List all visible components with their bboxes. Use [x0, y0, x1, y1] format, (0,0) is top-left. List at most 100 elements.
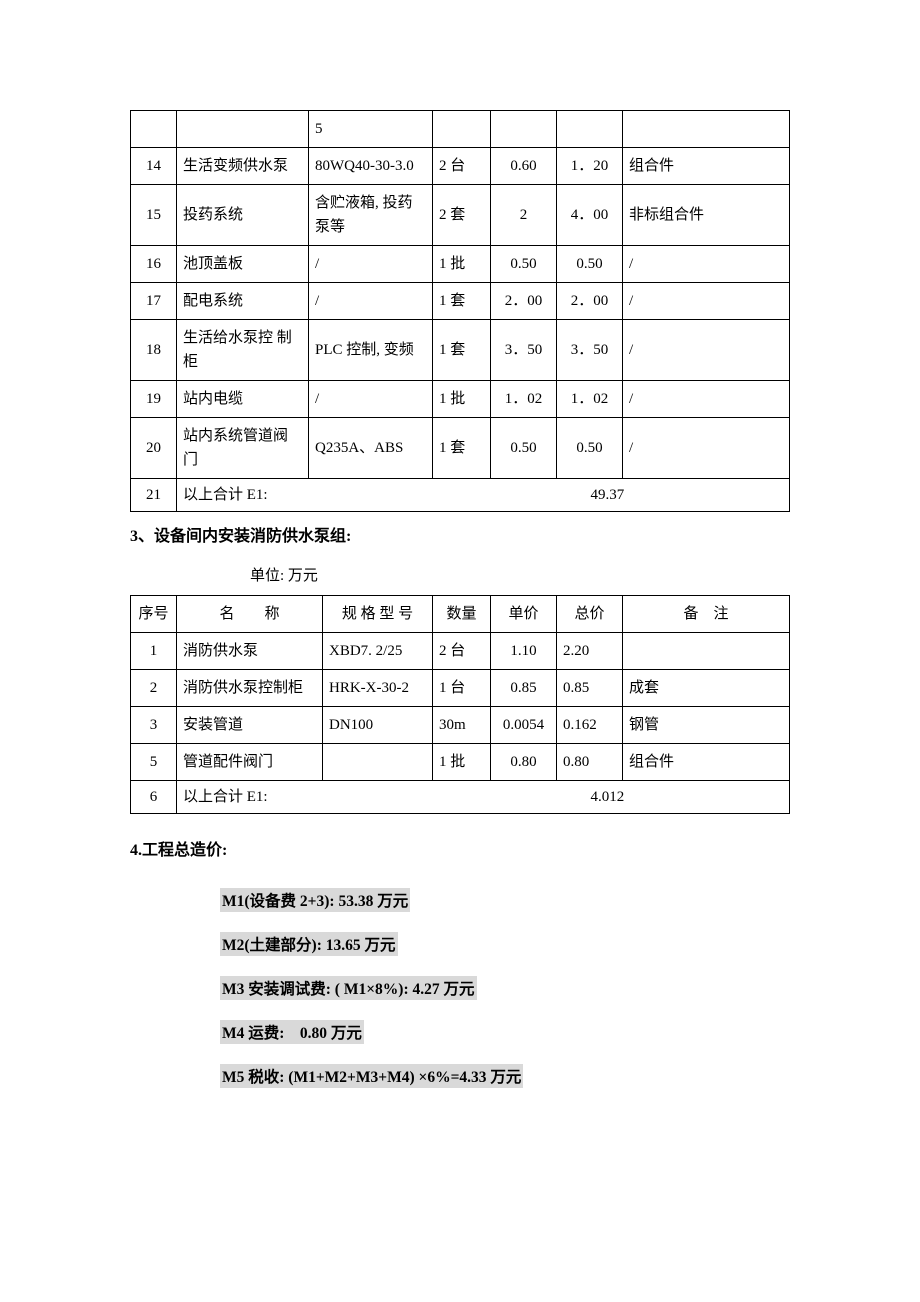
table-row: 3安装管道DN10030m0.00540.162钢管 — [131, 707, 790, 744]
table1-footer-row: 21以上合计 E1:49.37 — [131, 479, 790, 512]
cell-qty: 2 套 — [433, 185, 491, 246]
cell-no: 16 — [131, 246, 177, 283]
cell-name: 管道配件阀门 — [177, 744, 323, 781]
cell-unit_price: 0.85 — [491, 670, 557, 707]
cell-name: 生活变频供水泵 — [177, 148, 309, 185]
table-row: 5 — [131, 111, 790, 148]
cell-unit_price: 0.60 — [491, 148, 557, 185]
cell-remark: 成套 — [623, 670, 790, 707]
cell-spec: 80WQ40-30-3.0 — [309, 148, 433, 185]
cell-spec: HRK-X-30-2 — [323, 670, 433, 707]
cell-no: 2 — [131, 670, 177, 707]
cell-spec: XBD7. 2/25 — [323, 633, 433, 670]
cell-no: 14 — [131, 148, 177, 185]
cell-unit_price: 3．50 — [491, 320, 557, 381]
cell-qty — [433, 111, 491, 148]
cost-line: M2(土建部分): 13.65 万元 — [220, 932, 398, 956]
section-3-heading: 3、设备间内安装消防供水泵组: — [130, 522, 790, 546]
cell-total: 4．00 — [557, 185, 623, 246]
cell-unit_price: 0.0054 — [491, 707, 557, 744]
footer-total: 49.37 — [557, 479, 790, 512]
cell-no — [131, 111, 177, 148]
footer-total: 4.012 — [557, 781, 790, 814]
cell-total: 1．02 — [557, 381, 623, 418]
cell-total: 0.50 — [557, 246, 623, 283]
equipment-table-1: 514生活变频供水泵80WQ40-30-3.02 台0.601．20组合件15投… — [130, 110, 790, 512]
table2-footer-row: 6以上合计 E1:4.012 — [131, 781, 790, 814]
cell-total: 0.50 — [557, 418, 623, 479]
cell-no: 5 — [131, 744, 177, 781]
cell-spec — [323, 744, 433, 781]
cell-qty: 1 台 — [433, 670, 491, 707]
table2-body: 1消防供水泵XBD7. 2/252 台1.102.202消防供水泵控制柜HRK-… — [131, 633, 790, 814]
cell-qty: 1 套 — [433, 320, 491, 381]
cell-spec: 5 — [309, 111, 433, 148]
cell-no: 17 — [131, 283, 177, 320]
footer-no: 21 — [131, 479, 177, 512]
cell-unit_price: 0.50 — [491, 246, 557, 283]
col-spec: 规 格 型 号 — [323, 596, 433, 633]
cell-remark: / — [623, 320, 790, 381]
cell-remark — [623, 111, 790, 148]
cell-total: 0.85 — [557, 670, 623, 707]
cell-no: 20 — [131, 418, 177, 479]
unit-label: 单位: 万元 — [130, 564, 790, 585]
cell-qty: 1 批 — [433, 744, 491, 781]
cell-remark: 组合件 — [623, 148, 790, 185]
cell-total: 2．00 — [557, 283, 623, 320]
cell-no: 19 — [131, 381, 177, 418]
col-unit-price: 单价 — [491, 596, 557, 633]
cell-spec: / — [309, 283, 433, 320]
col-name: 名 称 — [177, 596, 323, 633]
cell-name: 站内系统管道阀门 — [177, 418, 309, 479]
cell-qty: 1 批 — [433, 246, 491, 283]
table-row: 20站内系统管道阀门Q235A、ABS1 套0.500.50/ — [131, 418, 790, 479]
table-row: 1消防供水泵XBD7. 2/252 台1.102.20 — [131, 633, 790, 670]
cell-qty: 30m — [433, 707, 491, 744]
cell-spec: / — [309, 246, 433, 283]
footer-no: 6 — [131, 781, 177, 814]
table-row: 16池顶盖板/1 批0.500.50/ — [131, 246, 790, 283]
cell-no: 1 — [131, 633, 177, 670]
cell-total: 2.20 — [557, 633, 623, 670]
table-row: 14生活变频供水泵80WQ40-30-3.02 台0.601．20组合件 — [131, 148, 790, 185]
section-4-heading: 4.工程总造价: — [130, 836, 790, 860]
table-row: 18生活给水泵控 制柜PLC 控制, 变频1 套3．503．50/ — [131, 320, 790, 381]
cost-line: M1(设备费 2+3): 53.38 万元 — [220, 888, 410, 912]
table1-body: 514生活变频供水泵80WQ40-30-3.02 台0.601．20组合件15投… — [131, 111, 790, 512]
cost-line: M3 安装调试费: ( M1×8%): 4.27 万元 — [220, 976, 477, 1000]
cell-remark: / — [623, 381, 790, 418]
cell-total: 0.162 — [557, 707, 623, 744]
table-row: 15投药系统含贮液箱, 投药泵等2 套24．00非标组合件 — [131, 185, 790, 246]
cell-name: 配电系统 — [177, 283, 309, 320]
cell-unit_price: 0.80 — [491, 744, 557, 781]
col-no: 序号 — [131, 596, 177, 633]
cost-summary: M1(设备费 2+3): 53.38 万元 M2(土建部分): 13.65 万元 M… — [130, 880, 790, 1100]
cell-spec: 含贮液箱, 投药泵等 — [309, 185, 433, 246]
cell-remark: 组合件 — [623, 744, 790, 781]
cost-line: M5 税收: (M1+M2+M3+M4) ×6%=4.33 万元 — [220, 1064, 523, 1088]
cell-total — [557, 111, 623, 148]
table-row: 17配电系统/1 套2．002．00/ — [131, 283, 790, 320]
cell-remark — [623, 633, 790, 670]
equipment-table-2: 序号 名 称 规 格 型 号 数量 单价 总价 备 注 1消防供水泵XBD7. … — [130, 595, 790, 814]
cell-spec: Q235A、ABS — [309, 418, 433, 479]
cell-remark: 钢管 — [623, 707, 790, 744]
cell-qty: 2 台 — [433, 633, 491, 670]
cell-remark: / — [623, 283, 790, 320]
cell-spec: PLC 控制, 变频 — [309, 320, 433, 381]
cell-unit_price — [491, 111, 557, 148]
cell-remark: 非标组合件 — [623, 185, 790, 246]
cell-qty: 1 套 — [433, 283, 491, 320]
cell-name: 池顶盖板 — [177, 246, 309, 283]
footer-label: 以上合计 E1: — [177, 781, 557, 814]
cell-unit_price: 1.10 — [491, 633, 557, 670]
cell-name — [177, 111, 309, 148]
cell-spec: DN100 — [323, 707, 433, 744]
cell-name: 生活给水泵控 制柜 — [177, 320, 309, 381]
cell-total: 3．50 — [557, 320, 623, 381]
cell-name: 消防供水泵 — [177, 633, 323, 670]
cell-total: 0.80 — [557, 744, 623, 781]
cell-name: 消防供水泵控制柜 — [177, 670, 323, 707]
col-qty: 数量 — [433, 596, 491, 633]
